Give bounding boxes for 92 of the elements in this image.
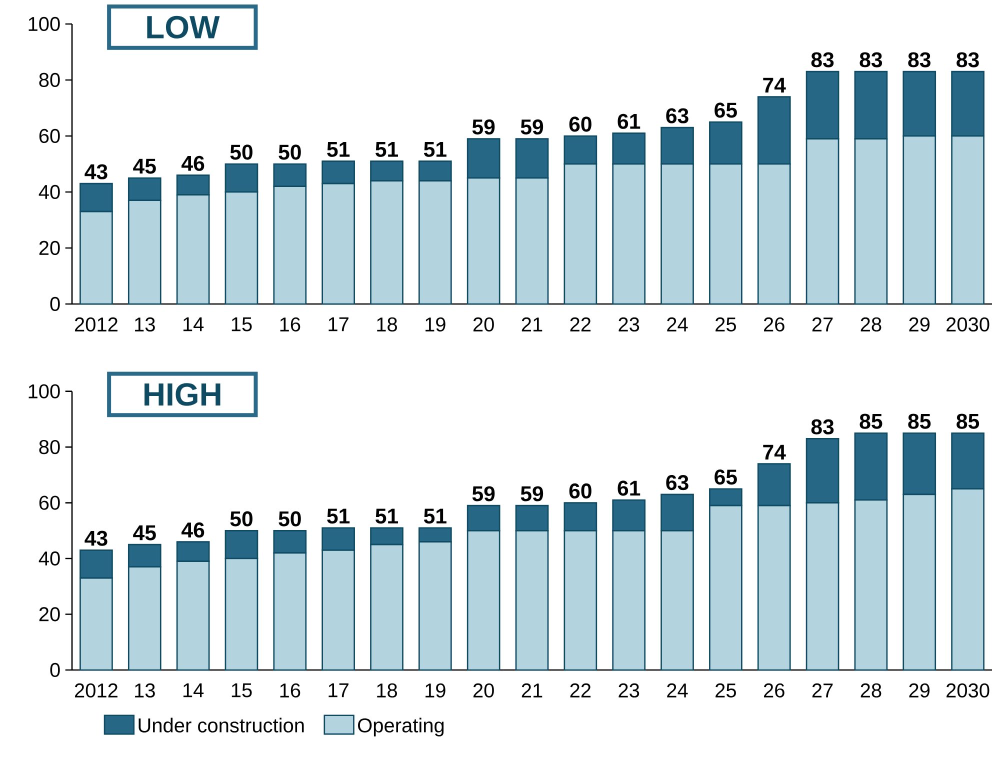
- x-tick-label: 25: [716, 683, 736, 698]
- x-tick-label: 23: [618, 683, 640, 698]
- y-tick-label: 100: [28, 384, 60, 398]
- total-label: 51: [327, 508, 350, 524]
- chart-title: HIGH: [144, 383, 220, 406]
- x-tick-label: 14: [183, 683, 204, 698]
- x-tick-label: 18: [377, 317, 397, 332]
- x-tick-label: 21: [522, 683, 542, 698]
- x-tick-label: 17: [328, 317, 348, 332]
- x-tick-label: 29: [909, 317, 930, 332]
- y-tick-label: 60: [39, 496, 60, 510]
- total-label: 83: [811, 419, 834, 434]
- total-label: 63: [666, 475, 688, 490]
- total-label: 51: [376, 142, 398, 157]
- total-label: 51: [424, 142, 446, 157]
- y-tick-label: 60: [39, 128, 60, 144]
- legend-label: Under construction: [138, 718, 304, 732]
- x-tick-label: 2012: [74, 317, 118, 332]
- total-label: 46: [182, 156, 204, 171]
- total-label: 59: [472, 119, 495, 135]
- x-tick-label: 15: [232, 683, 252, 698]
- x-tick-label: 22: [570, 683, 591, 698]
- total-label: 50: [278, 511, 301, 526]
- total-label: 43: [84, 530, 108, 546]
- total-label: 59: [520, 119, 544, 135]
- total-label: 45: [133, 158, 156, 174]
- total-label: 83: [811, 52, 834, 68]
- total-label: 61: [618, 480, 640, 496]
- y-tick-label: 0: [50, 662, 60, 678]
- total-label: 83: [956, 52, 979, 68]
- x-tick-label: 19: [426, 317, 446, 332]
- x-tick-label: 24: [667, 317, 688, 332]
- x-tick-label: 23: [618, 317, 640, 332]
- x-tick-label: 25: [716, 317, 736, 332]
- total-label: 45: [133, 525, 156, 540]
- y-tick-label: 40: [38, 551, 60, 566]
- total-label: 74: [763, 78, 786, 93]
- x-tick-label: 20: [473, 683, 494, 698]
- x-tick-label: 28: [860, 683, 882, 698]
- x-tick-label: 27: [812, 683, 833, 698]
- total-label: 65: [714, 469, 737, 485]
- x-tick-label: 13: [135, 683, 155, 698]
- x-tick-label: 2012: [74, 683, 118, 698]
- y-tick-label: 100: [28, 16, 60, 32]
- x-tick-label: 18: [377, 683, 397, 698]
- y-tick-label: 40: [38, 184, 60, 200]
- x-tick-label: 2030: [946, 683, 990, 698]
- total-label: 50: [230, 511, 252, 526]
- x-tick-label: 13: [135, 317, 155, 332]
- x-tick-label: 28: [860, 317, 882, 332]
- total-label: 85: [908, 414, 931, 429]
- total-label: 83: [860, 52, 882, 68]
- x-tick-label: 22: [570, 317, 591, 332]
- total-label: 83: [908, 52, 930, 68]
- y-tick-label: 20: [39, 240, 60, 256]
- total-label: 74: [763, 444, 786, 460]
- x-tick-label: 20: [473, 317, 494, 332]
- total-label: 60: [569, 483, 592, 499]
- total-label: 63: [666, 108, 688, 124]
- total-label: 50: [230, 144, 252, 160]
- x-tick-label: 21: [522, 317, 542, 332]
- y-tick-label: 80: [39, 72, 60, 88]
- total-label: 46: [182, 522, 204, 538]
- total-label: 59: [520, 486, 544, 502]
- x-tick-label: 16: [280, 317, 300, 332]
- total-label: 85: [956, 414, 980, 429]
- x-tick-label: 26: [764, 683, 784, 698]
- x-tick-label: 19: [426, 683, 446, 698]
- total-label: 51: [376, 508, 398, 524]
- x-tick-label: 29: [909, 683, 930, 698]
- total-label: 61: [618, 114, 640, 129]
- x-tick-label: 17: [328, 683, 348, 698]
- chart-title: LOW: [147, 16, 220, 39]
- y-tick-label: 0: [50, 296, 60, 312]
- total-label: 60: [569, 116, 592, 132]
- x-tick-label: 15: [232, 317, 252, 332]
- total-label: 51: [327, 142, 350, 157]
- total-label: 85: [860, 414, 882, 429]
- x-tick-label: 2030: [946, 317, 990, 332]
- x-tick-label: 27: [812, 317, 833, 332]
- y-tick-label: 80: [39, 440, 60, 454]
- x-tick-label: 24: [667, 683, 688, 698]
- total-label: 50: [278, 144, 301, 160]
- total-label: 65: [714, 102, 737, 118]
- x-tick-label: 16: [280, 683, 300, 698]
- y-tick-label: 20: [39, 607, 60, 622]
- total-label: 43: [84, 164, 108, 180]
- x-tick-label: 14: [183, 317, 204, 332]
- x-tick-label: 26: [764, 317, 784, 332]
- legend-label: Operating: [358, 718, 444, 736]
- total-label: 59: [472, 486, 495, 502]
- total-label: 51: [424, 508, 446, 524]
